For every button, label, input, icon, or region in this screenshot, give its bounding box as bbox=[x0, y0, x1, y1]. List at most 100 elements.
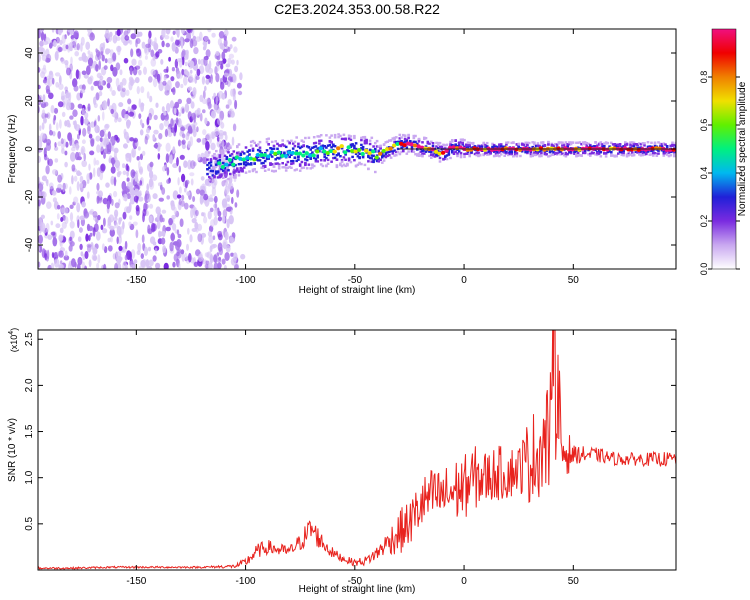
spectrogram-band-cell bbox=[325, 146, 328, 149]
spectrogram-band-cell bbox=[468, 153, 471, 156]
spectrogram-noise-blob bbox=[56, 213, 60, 220]
spectrogram-band-cell bbox=[529, 155, 533, 158]
spectrogram-noise-blob bbox=[146, 116, 150, 125]
spectrogram-noise-blob bbox=[86, 173, 91, 182]
spectrogram-noise-blob bbox=[72, 78, 78, 88]
spectrogram-band-cell bbox=[437, 147, 440, 150]
spectrogram-band-cell bbox=[293, 169, 297, 172]
spectrogram-band-cell bbox=[653, 144, 657, 148]
spectrogram-noise-blob bbox=[239, 72, 243, 81]
spectrogram-band-cell bbox=[220, 175, 223, 178]
spectrogram-band-cell bbox=[382, 143, 386, 146]
spectrogram-band-cell bbox=[545, 149, 548, 152]
spectrogram-band-cell bbox=[482, 141, 485, 145]
spectrogram-band-cell bbox=[319, 139, 323, 142]
spectrogram-band-cell bbox=[494, 152, 498, 155]
spectrogram-noise-blob bbox=[207, 230, 212, 237]
spectrogram-band-cell bbox=[672, 154, 676, 158]
spectrogram-band-cell bbox=[662, 150, 666, 153]
spectrogram-noise-blob bbox=[129, 264, 135, 269]
spectrogram-band-cell bbox=[631, 141, 634, 145]
colorbar-tick-label: 0.8 bbox=[699, 71, 709, 84]
spectrogram-noise-blob bbox=[69, 241, 75, 247]
spectrogram-band-cell bbox=[533, 151, 536, 154]
spectrogram-noise-blob bbox=[69, 136, 73, 147]
spectrogram-noise-blob bbox=[196, 107, 201, 115]
spectrogram-ridge-cell bbox=[262, 153, 267, 157]
spectrogram-band-cell bbox=[492, 150, 496, 153]
spectrogram-noise-blob bbox=[86, 243, 92, 248]
spectrogram-noise-blob bbox=[96, 195, 100, 204]
spectrogram-noise-blob bbox=[47, 234, 53, 240]
spectrogram-band-cell bbox=[424, 137, 428, 140]
spectrogram-band-cell bbox=[333, 133, 337, 137]
spectrogram-band-cell bbox=[361, 148, 365, 151]
spectrogram-noise-blob bbox=[76, 181, 80, 192]
spectrogram-noise-blob bbox=[38, 261, 41, 268]
spectrogram-noise-blob bbox=[169, 154, 173, 165]
spectrogram-noise-blob bbox=[138, 59, 143, 67]
spectrogram-ridge-cell bbox=[304, 151, 309, 156]
spectrogram-band-cell bbox=[582, 151, 585, 154]
spectrogram-band-cell bbox=[368, 148, 372, 151]
spectrogram-noise-blob bbox=[76, 43, 81, 51]
spectrogram-band-cell bbox=[638, 151, 641, 155]
spectrogram-band-cell bbox=[519, 154, 522, 158]
spectrogram-noise-blob bbox=[145, 203, 149, 210]
spectrogram-noise-blob bbox=[95, 135, 101, 142]
spectrogram-noise-blob bbox=[45, 142, 52, 151]
spectrogram-band-cell bbox=[564, 141, 568, 144]
spectrogram-band-cell bbox=[470, 151, 473, 154]
spectrogram-noise-blob bbox=[89, 172, 93, 180]
spectrogram-band-cell bbox=[594, 145, 597, 148]
spectrogram-band-cell bbox=[615, 143, 618, 146]
spectrogram-band-cell bbox=[492, 154, 496, 158]
spectrogram-noise-blob bbox=[161, 187, 166, 195]
spectrogram-noise-blob bbox=[209, 207, 214, 213]
spectrogram-band-cell bbox=[342, 156, 346, 159]
spectrogram-noise-blob bbox=[60, 217, 64, 222]
spectrogram-noise-blob bbox=[192, 35, 197, 41]
spectrogram-band-cell bbox=[323, 159, 326, 162]
spectrogram-band-cell bbox=[554, 152, 557, 155]
spectrogram-noise-blob bbox=[99, 129, 105, 138]
spectrogram-band-cell bbox=[485, 142, 489, 145]
spectrogram-noise-blob bbox=[141, 41, 146, 49]
spectrogram-band-cell bbox=[485, 145, 489, 148]
spectrogram-band-cell bbox=[270, 155, 274, 158]
spectrogram-noise-blob bbox=[130, 33, 137, 40]
spectrogram-noise-blob bbox=[130, 79, 136, 84]
spectrogram-band-cell bbox=[335, 164, 339, 167]
spectrogram-noise-blob bbox=[176, 229, 180, 236]
spectrogram-band-cell bbox=[365, 139, 368, 142]
spectrogram-noise-blob bbox=[221, 258, 226, 265]
spectrogram-band-cell bbox=[526, 150, 529, 153]
spectrogram-band-cell bbox=[325, 164, 328, 167]
spectrogram-noise-blob bbox=[60, 260, 63, 265]
spectrogram-noise-blob bbox=[106, 200, 111, 210]
spectrogram-noise-blob bbox=[161, 209, 167, 214]
spectrogram-band-cell bbox=[414, 140, 417, 144]
spectrogram-noise-blob bbox=[220, 63, 224, 70]
spectrogram-noise-blob bbox=[184, 103, 190, 113]
spectrogram-band-cell bbox=[391, 150, 395, 153]
spectrogram-band-cell bbox=[624, 141, 627, 144]
spectrogram-ridge-cell bbox=[276, 150, 281, 155]
spectrogram-noise-blob bbox=[80, 115, 84, 126]
spectrogram-band-cell bbox=[531, 145, 534, 149]
spectrogram-noise-blob bbox=[114, 202, 120, 209]
spectrogram-noise-blob bbox=[115, 62, 121, 71]
spectrogram-band-cell bbox=[459, 138, 463, 141]
spectrogram-noise-blob bbox=[38, 84, 41, 90]
spectrogram-band-cell bbox=[236, 145, 239, 149]
spectrogram-band-cell bbox=[417, 154, 421, 157]
spectrogram-noise-blob bbox=[228, 53, 235, 59]
snr-panel: -150 -100 -50 0 500.51.01.52.02.5 Height of … bbox=[7, 328, 677, 595]
spectrogram-noise-blob bbox=[78, 56, 83, 61]
spectrogram-noise-blob bbox=[122, 211, 127, 220]
snr-y-tick-label: 1.0 bbox=[24, 470, 35, 484]
spectrogram-ridge-cell bbox=[241, 157, 246, 162]
spectrogram-band-cell bbox=[452, 151, 456, 154]
spectrogram-band-cell bbox=[339, 155, 342, 158]
spectrogram-band-cell bbox=[569, 151, 573, 155]
